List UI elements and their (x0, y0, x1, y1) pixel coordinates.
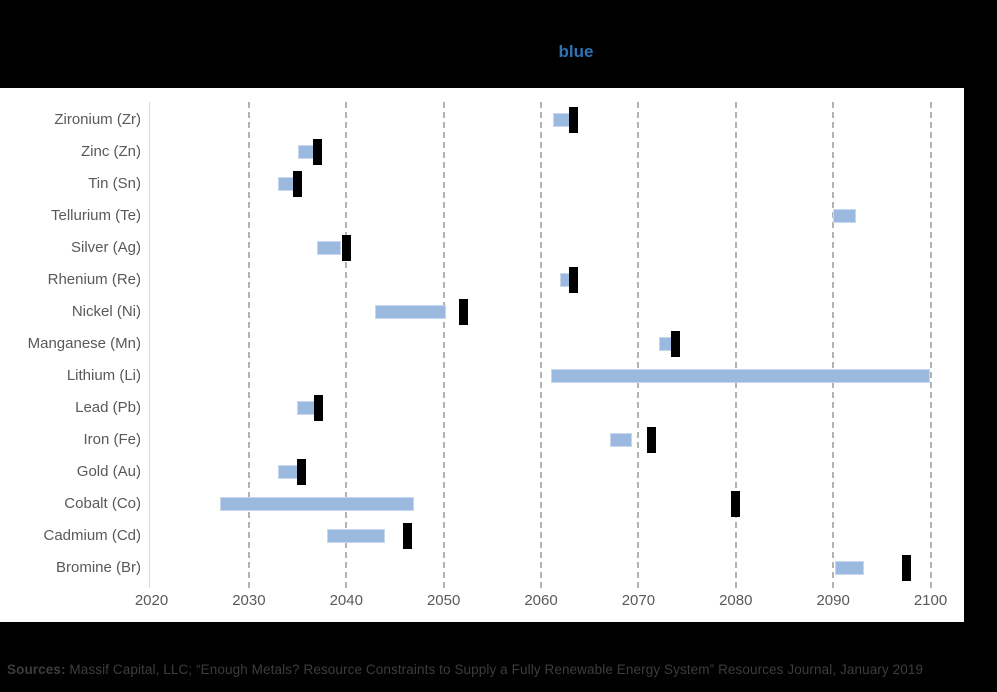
range-bar (835, 560, 865, 575)
target-marker (296, 458, 306, 485)
chart-title: blue (558, 42, 594, 61)
x-tick-2060: 2060 (524, 592, 558, 609)
gridline-2030 (247, 102, 250, 588)
y-category-label: Iron (Fe) (83, 430, 141, 448)
target-marker (341, 234, 351, 261)
y-category-label: Bromine (Br) (55, 558, 141, 576)
y-category-label: Cadmium (Cd) (43, 526, 141, 544)
target-marker (731, 490, 741, 517)
range-bar (550, 368, 931, 383)
range-bar (326, 528, 386, 543)
y-category-label: Lithium (Li) (66, 366, 141, 384)
gridline-2100 (929, 102, 932, 588)
y-category-label: Gold (Au) (76, 462, 141, 480)
y-category-label: Lead (Pb) (75, 398, 141, 416)
range-bar (375, 304, 446, 319)
x-tick-2080: 2080 (719, 592, 753, 609)
target-marker (901, 554, 911, 581)
y-category-label: Manganese (Mn) (27, 334, 141, 352)
range-bar (219, 496, 415, 511)
gridline-2070 (637, 102, 640, 588)
x-tick-2020: 2020 (134, 592, 169, 609)
y-category-label: Silver (Ag) (70, 238, 141, 256)
gridline-2060 (540, 102, 542, 588)
target-marker (293, 170, 303, 197)
gridline-2050 (442, 102, 445, 588)
y-category-label: Tellurium (Te) (50, 206, 141, 224)
gridline-2040 (345, 102, 348, 588)
range-bar (610, 432, 632, 447)
x-tick-2070: 2070 (621, 592, 656, 609)
x-tick-2040: 2040 (329, 592, 363, 609)
y-category-label: Nickel (Ni) (71, 302, 141, 320)
y-category-label: Rhenium (Re) (47, 270, 141, 288)
target-marker (313, 394, 323, 421)
y-axis-line (149, 102, 150, 588)
range-bar (278, 464, 298, 479)
x-tick-2030: 2030 (232, 592, 266, 609)
gridline-2080 (734, 102, 737, 588)
x-tick-2090: 2090 (816, 592, 850, 609)
target-marker (568, 106, 578, 133)
target-marker (312, 138, 322, 165)
target-marker (646, 426, 656, 453)
target-marker (458, 298, 468, 325)
plot-panel: 2020 2030 2040 2050 2060 2070 2080 2090 2100 Ziro… (0, 88, 964, 622)
target-marker (670, 330, 680, 357)
gridline-2090 (832, 102, 835, 588)
target-marker (568, 266, 578, 293)
y-category-label: Tin (Sn) (88, 174, 141, 192)
range-bar (278, 176, 294, 191)
y-category-label: Cobalt (Co) (64, 494, 141, 512)
source-note-text: Massif Capital, LLC; “Enough Metals? Res… (65, 662, 924, 677)
y-category-label: Zinc (Zn) (81, 142, 141, 160)
range-bar (296, 400, 316, 415)
source-note: Sources: Massif Capital, LLC; “Enough Me… (7, 662, 993, 677)
x-tick-2050: 2050 (426, 592, 461, 609)
range-bar (833, 208, 856, 223)
target-marker (403, 522, 413, 549)
source-note-label: Sources: (7, 662, 66, 677)
range-bar (317, 240, 342, 255)
y-category-label: Zironium (Zr) (54, 110, 141, 128)
x-tick-2100: 2100 (913, 592, 948, 609)
